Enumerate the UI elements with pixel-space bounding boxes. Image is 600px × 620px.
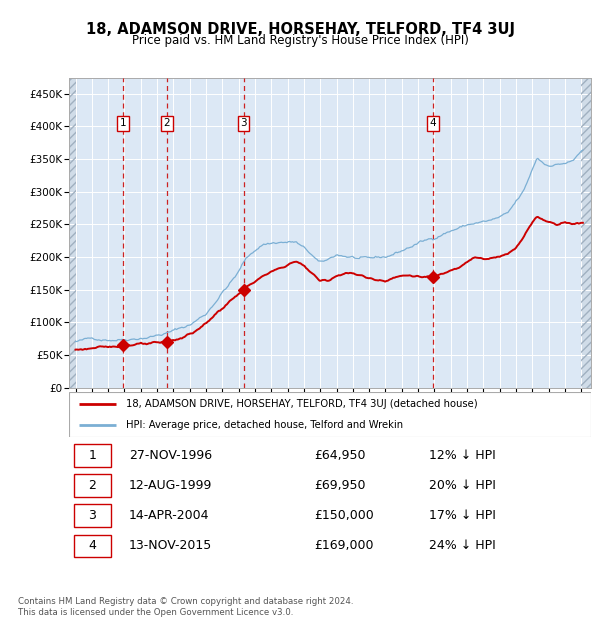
FancyBboxPatch shape xyxy=(74,474,111,497)
Text: 27-NOV-1996: 27-NOV-1996 xyxy=(129,449,212,462)
Text: 24% ↓ HPI: 24% ↓ HPI xyxy=(429,539,496,552)
Text: 13-NOV-2015: 13-NOV-2015 xyxy=(129,539,212,552)
Text: £150,000: £150,000 xyxy=(314,509,374,522)
FancyBboxPatch shape xyxy=(74,504,111,527)
Text: 2: 2 xyxy=(164,118,170,128)
Bar xyxy=(581,78,591,388)
Text: £169,000: £169,000 xyxy=(314,539,374,552)
FancyBboxPatch shape xyxy=(74,534,111,557)
Bar xyxy=(69,78,76,388)
Text: Contains HM Land Registry data © Crown copyright and database right 2024.
This d: Contains HM Land Registry data © Crown c… xyxy=(18,598,353,617)
Text: 20% ↓ HPI: 20% ↓ HPI xyxy=(429,479,496,492)
Text: 4: 4 xyxy=(430,118,436,128)
Bar xyxy=(581,78,591,388)
Text: 2: 2 xyxy=(89,479,97,492)
FancyBboxPatch shape xyxy=(74,444,111,467)
Text: £69,950: £69,950 xyxy=(314,479,366,492)
Text: Price paid vs. HM Land Registry's House Price Index (HPI): Price paid vs. HM Land Registry's House … xyxy=(131,34,469,47)
Text: £64,950: £64,950 xyxy=(314,449,366,462)
Text: 3: 3 xyxy=(89,509,97,522)
Text: 4: 4 xyxy=(89,539,97,552)
Text: 18, ADAMSON DRIVE, HORSEHAY, TELFORD, TF4 3UJ: 18, ADAMSON DRIVE, HORSEHAY, TELFORD, TF… xyxy=(86,22,515,37)
Text: 3: 3 xyxy=(240,118,247,128)
Text: 17% ↓ HPI: 17% ↓ HPI xyxy=(429,509,496,522)
Text: 1: 1 xyxy=(119,118,126,128)
Bar xyxy=(69,78,76,388)
Text: 12% ↓ HPI: 12% ↓ HPI xyxy=(429,449,496,462)
Text: 12-AUG-1999: 12-AUG-1999 xyxy=(129,479,212,492)
Text: 14-APR-2004: 14-APR-2004 xyxy=(129,509,209,522)
Text: 18, ADAMSON DRIVE, HORSEHAY, TELFORD, TF4 3UJ (detached house): 18, ADAMSON DRIVE, HORSEHAY, TELFORD, TF… xyxy=(127,399,478,409)
Text: HPI: Average price, detached house, Telford and Wrekin: HPI: Average price, detached house, Telf… xyxy=(127,420,404,430)
Text: 1: 1 xyxy=(89,449,97,462)
